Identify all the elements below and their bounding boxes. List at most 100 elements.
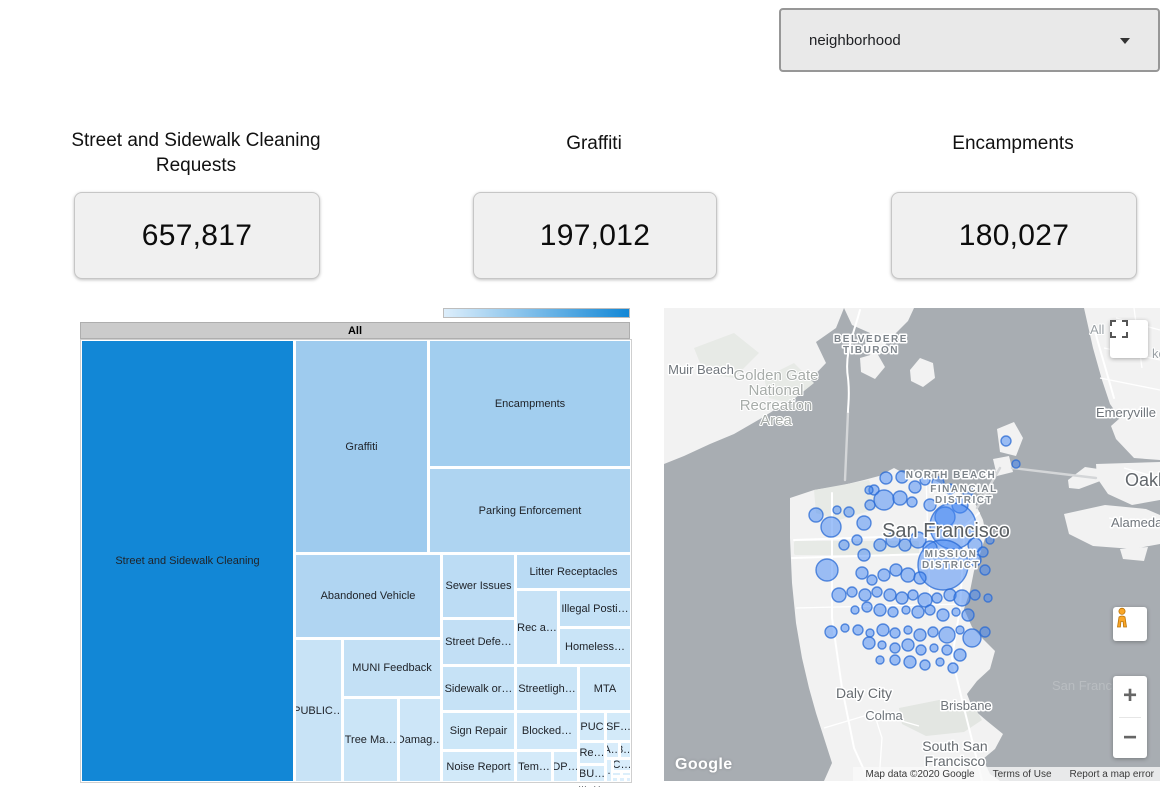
map-bubble[interactable]: [887, 606, 899, 618]
map-bubble[interactable]: [907, 589, 919, 601]
map-bubble[interactable]: [846, 586, 858, 598]
treemap-cell[interactable]: Street and Sidewalk Cleaning: [81, 340, 294, 782]
map-bubble[interactable]: [832, 505, 842, 515]
map-bubble[interactable]: [838, 539, 850, 551]
map-bubble[interactable]: [923, 498, 937, 512]
map-bubble[interactable]: [855, 566, 869, 580]
map-bubble[interactable]: [901, 638, 915, 652]
treemap-root-label[interactable]: All: [80, 322, 630, 339]
map-bubble[interactable]: [877, 568, 891, 582]
treemap-cell[interactable]: Litter Receptacles: [516, 554, 631, 589]
map-bubble[interactable]: [908, 480, 922, 494]
treemap-cell[interactable]: Noise Report: [442, 751, 515, 782]
treemap-cell[interactable]: Sewer Issues: [442, 554, 515, 618]
map-bubble[interactable]: [909, 531, 927, 549]
map-bubble[interactable]: [852, 624, 864, 636]
map-bubble[interactable]: [919, 474, 931, 486]
map-bubble[interactable]: [936, 608, 950, 622]
map-bubble[interactable]: [871, 586, 883, 598]
treemap-cell[interactable]: MUNI Feedback: [343, 639, 441, 697]
fullscreen-button[interactable]: [1110, 320, 1148, 358]
map-bubble[interactable]: [808, 507, 824, 523]
map-bubble[interactable]: [815, 558, 839, 582]
map-bubble[interactable]: [851, 534, 863, 546]
map-bubble[interactable]: [985, 535, 995, 545]
treemap-cell[interactable]: Damag…: [399, 698, 441, 782]
treemap-cell[interactable]: DP…: [553, 751, 578, 782]
map-bubble[interactable]: [889, 654, 901, 666]
map-bubble[interactable]: [922, 540, 938, 556]
map-bubble[interactable]: [903, 655, 917, 669]
map-bubble[interactable]: [969, 589, 981, 601]
map-bubble[interactable]: [931, 592, 943, 604]
map-bubble[interactable]: [919, 659, 931, 671]
map-bubble[interactable]: [951, 607, 961, 617]
treemap-cell[interactable]: Streetligh…: [516, 666, 578, 711]
map-bubble[interactable]: [877, 640, 887, 650]
map-bubble[interactable]: [968, 553, 982, 567]
map-bubble[interactable]: [889, 563, 903, 577]
treemap-cell[interactable]: Blocked…: [516, 712, 578, 750]
map-bubble[interactable]: [866, 574, 878, 586]
map-bubble[interactable]: [941, 644, 953, 656]
google-logo[interactable]: Google: [675, 756, 733, 773]
map-bubble[interactable]: [953, 648, 967, 662]
treemap-cell[interactable]: Encampments: [429, 340, 631, 467]
treemap-cell[interactable]: Sign Repair: [442, 712, 515, 750]
map-bubble[interactable]: [856, 515, 872, 531]
map-bubble[interactable]: [929, 643, 939, 653]
map-bubble[interactable]: [935, 657, 945, 667]
treemap-cell[interactable]: …: [606, 759, 612, 782]
map-bubble[interactable]: [977, 546, 989, 558]
treemap-cell[interactable]: Street Defe…: [442, 619, 515, 665]
map-bubble[interactable]: [947, 662, 959, 674]
map-bubble[interactable]: [865, 628, 875, 638]
map-bubble[interactable]: [927, 626, 939, 638]
map-bubble[interactable]: [885, 532, 901, 548]
map-bubble[interactable]: [967, 537, 983, 553]
map-bubble[interactable]: [857, 548, 871, 562]
map-bubble[interactable]: [873, 489, 895, 511]
treemap-cell[interactable]: Abandoned Vehicle: [295, 554, 441, 638]
map-bubble[interactable]: [953, 589, 971, 607]
map-bubble[interactable]: [873, 603, 887, 617]
map-bubble[interactable]: [913, 628, 927, 642]
treemap-cell[interactable]: Tem…: [516, 751, 552, 782]
map-bubble[interactable]: [1011, 459, 1021, 469]
map-bubble[interactable]: [895, 470, 909, 484]
map-bubble[interactable]: [903, 625, 913, 635]
map-bubble[interactable]: [895, 591, 909, 605]
map-bubble[interactable]: [861, 601, 873, 613]
neighborhood-filter-dropdown[interactable]: neighborhood: [779, 8, 1160, 72]
treemap-cell[interactable]: C…: [613, 759, 631, 771]
treemap-cell[interactable]: BU…: [579, 765, 605, 782]
map-bubble[interactable]: [961, 608, 975, 622]
map-bubble[interactable]: [944, 483, 956, 495]
map-bubble[interactable]: [883, 588, 897, 602]
treemap-cell[interactable]: [612, 772, 621, 776]
map-bubble[interactable]: [879, 471, 893, 485]
map-bubble[interactable]: [901, 605, 911, 615]
map-bubble[interactable]: [820, 516, 842, 538]
map-bubble[interactable]: [824, 625, 838, 639]
treemap-cell[interactable]: Re…: [579, 742, 605, 764]
map-bubble[interactable]: [862, 636, 876, 650]
map-bubble[interactable]: [931, 476, 945, 490]
treemap-cell[interactable]: A…: [606, 742, 619, 758]
treemap-cell[interactable]: [612, 777, 618, 782]
treemap-cell[interactable]: PUC: [579, 712, 605, 741]
map-bubble[interactable]: [938, 626, 956, 644]
treemap-cell[interactable]: 3…: [620, 742, 631, 758]
zoom-in-button[interactable]: +: [1122, 682, 1137, 710]
map-bubble[interactable]: [924, 604, 936, 616]
treemap-cell[interactable]: Illegal Posti…: [559, 590, 631, 627]
map-bubble[interactable]: [1000, 435, 1012, 447]
map-bubble[interactable]: [979, 564, 991, 576]
map-bubble[interactable]: [983, 593, 993, 603]
pegman-button[interactable]: [1113, 607, 1147, 641]
treemap-cell[interactable]: [619, 777, 625, 782]
map-bubble[interactable]: [864, 485, 874, 495]
map-bubble[interactable]: [850, 605, 860, 615]
treemap-cell[interactable]: PUBLIC…: [295, 639, 342, 782]
map-bubble[interactable]: [831, 587, 847, 603]
